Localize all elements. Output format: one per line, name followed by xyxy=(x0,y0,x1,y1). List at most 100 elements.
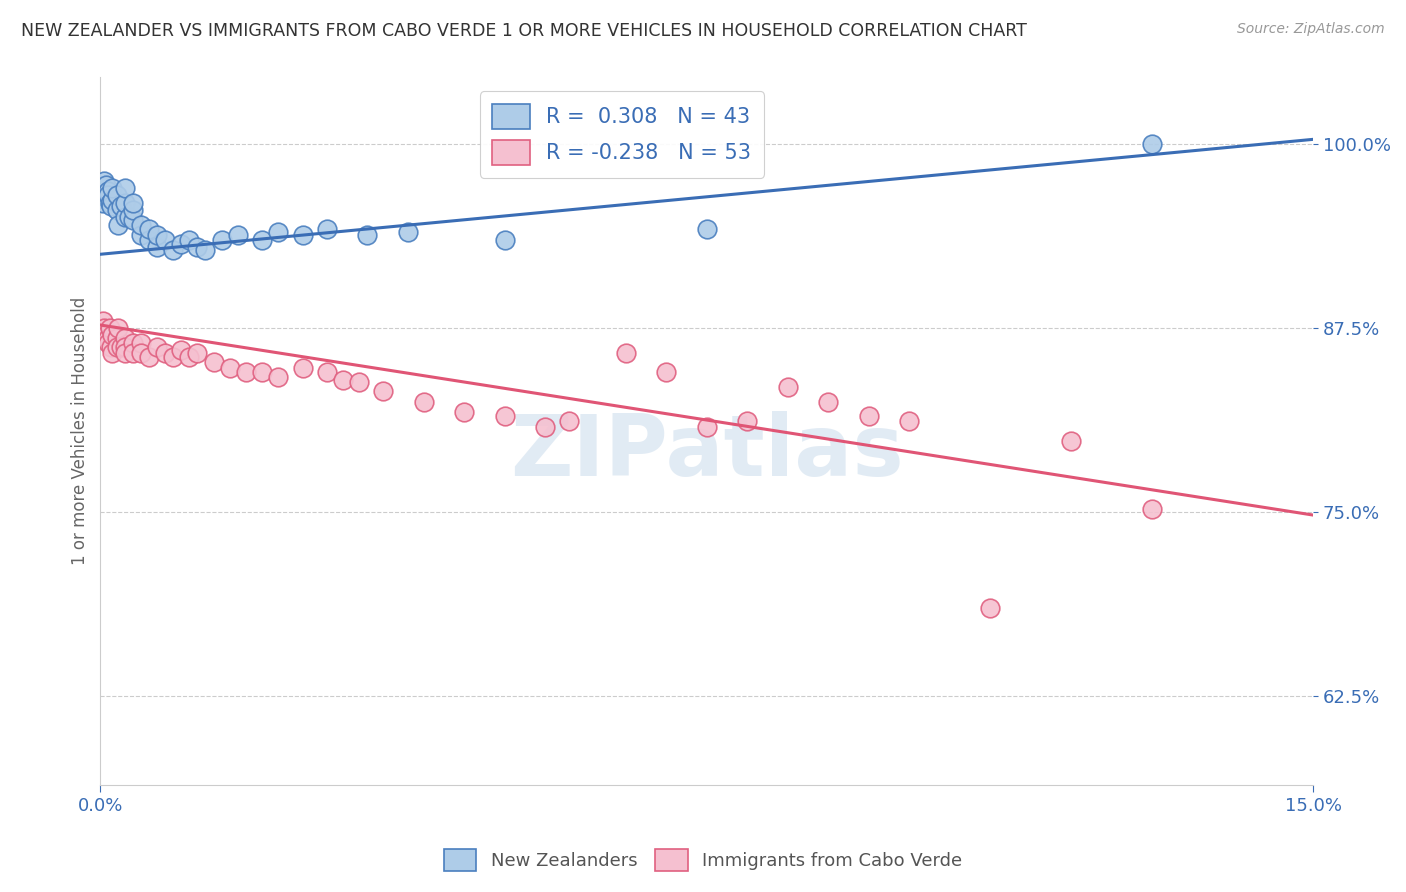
Point xyxy=(129,335,152,350)
Point xyxy=(1140,502,1163,516)
Point xyxy=(93,321,115,335)
Point xyxy=(98,321,121,335)
Point xyxy=(211,233,233,247)
Point xyxy=(162,351,184,365)
Point xyxy=(105,340,128,354)
Point xyxy=(110,199,132,213)
Point xyxy=(179,233,201,247)
Point xyxy=(101,193,124,207)
Point xyxy=(91,313,114,327)
Point xyxy=(534,419,557,434)
Point xyxy=(162,243,184,257)
Text: ZIPatlas: ZIPatlas xyxy=(510,411,904,494)
Point xyxy=(1140,136,1163,151)
Point xyxy=(114,181,136,195)
Point xyxy=(250,233,273,247)
Point xyxy=(114,211,136,225)
Point xyxy=(114,346,136,360)
Point xyxy=(114,195,136,210)
Point xyxy=(226,228,249,243)
Point xyxy=(121,213,143,227)
Point xyxy=(614,346,637,360)
Point xyxy=(218,360,240,375)
Legend: New Zealanders, Immigrants from Cabo Verde: New Zealanders, Immigrants from Cabo Ver… xyxy=(436,842,970,879)
Point xyxy=(179,351,201,365)
Point xyxy=(101,328,124,343)
Point xyxy=(267,225,290,239)
Point xyxy=(235,365,257,379)
Point xyxy=(186,346,208,360)
Point xyxy=(118,211,141,225)
Point xyxy=(897,414,920,428)
Point xyxy=(396,225,419,239)
Point xyxy=(817,394,839,409)
Point xyxy=(153,233,176,247)
Point xyxy=(97,335,120,350)
Point xyxy=(696,419,718,434)
Point xyxy=(494,409,516,424)
Point xyxy=(170,343,193,357)
Point xyxy=(347,376,370,390)
Point xyxy=(250,365,273,379)
Point xyxy=(453,405,475,419)
Legend: R =  0.308   N = 43, R = -0.238   N = 53: R = 0.308 N = 43, R = -0.238 N = 53 xyxy=(479,91,763,178)
Point xyxy=(291,360,314,375)
Point xyxy=(356,228,378,243)
Point xyxy=(776,380,799,394)
Point xyxy=(129,228,152,243)
Point xyxy=(93,173,115,187)
Point xyxy=(1060,434,1083,449)
Point xyxy=(121,335,143,350)
Point xyxy=(202,355,225,369)
Point xyxy=(153,346,176,360)
Point xyxy=(101,346,124,360)
Point xyxy=(696,222,718,236)
Point xyxy=(121,202,143,217)
Point xyxy=(94,178,117,192)
Y-axis label: 1 or more Vehicles in Household: 1 or more Vehicles in Household xyxy=(72,297,89,566)
Point xyxy=(105,188,128,202)
Point xyxy=(655,365,678,379)
Point xyxy=(412,394,434,409)
Point xyxy=(558,414,581,428)
Point xyxy=(98,195,121,210)
Point xyxy=(114,331,136,345)
Point xyxy=(97,188,120,202)
Point xyxy=(129,218,152,232)
Point xyxy=(146,340,169,354)
Point xyxy=(100,199,122,213)
Point xyxy=(146,240,169,254)
Point xyxy=(373,384,395,399)
Point xyxy=(97,184,120,198)
Point xyxy=(94,328,117,343)
Point xyxy=(138,222,160,236)
Point xyxy=(735,414,758,428)
Point xyxy=(107,218,129,232)
Point xyxy=(107,321,129,335)
Point xyxy=(138,233,160,247)
Point xyxy=(291,228,314,243)
Point xyxy=(494,233,516,247)
Point xyxy=(121,195,143,210)
Point xyxy=(100,340,122,354)
Point xyxy=(315,222,337,236)
Point xyxy=(979,601,1001,615)
Point xyxy=(110,340,132,354)
Point xyxy=(97,331,120,345)
Point xyxy=(105,202,128,217)
Point xyxy=(194,243,217,257)
Point xyxy=(105,331,128,345)
Point xyxy=(91,195,114,210)
Point xyxy=(186,240,208,254)
Point xyxy=(170,236,193,251)
Text: Source: ZipAtlas.com: Source: ZipAtlas.com xyxy=(1237,22,1385,37)
Point xyxy=(858,409,880,424)
Text: NEW ZEALANDER VS IMMIGRANTS FROM CABO VERDE 1 OR MORE VEHICLES IN HOUSEHOLD CORR: NEW ZEALANDER VS IMMIGRANTS FROM CABO VE… xyxy=(21,22,1026,40)
Point xyxy=(138,351,160,365)
Point xyxy=(332,372,354,386)
Point xyxy=(101,181,124,195)
Point xyxy=(114,340,136,354)
Point xyxy=(315,365,337,379)
Point xyxy=(267,369,290,384)
Point xyxy=(121,346,143,360)
